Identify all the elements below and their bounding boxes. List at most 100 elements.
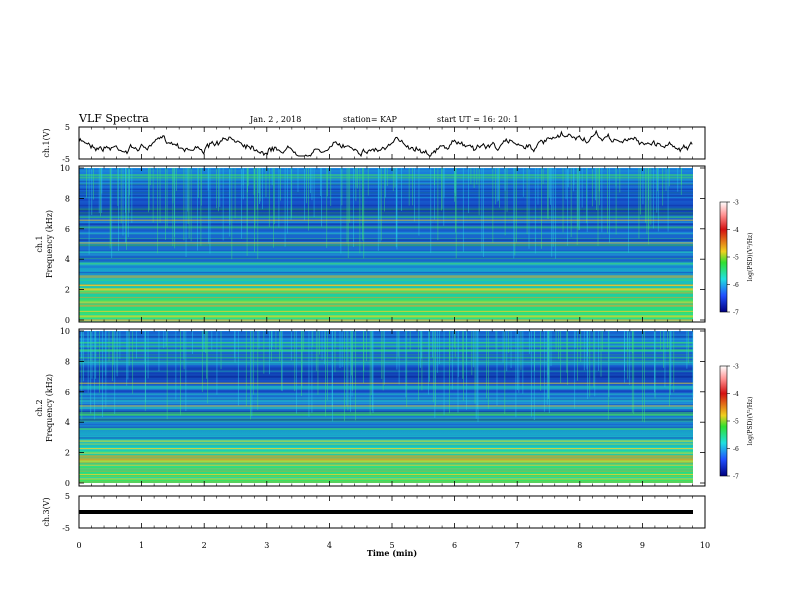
spectrogram-band	[79, 217, 693, 220]
spectrogram-band	[79, 440, 693, 442]
spectrogram-band	[79, 207, 693, 210]
spectrogram-streak	[320, 168, 321, 196]
spectrogram-streak	[430, 168, 432, 254]
spectrogram-streak	[601, 331, 603, 352]
spectrogram-band	[79, 182, 693, 184]
spectrogram-band	[79, 457, 693, 460]
spectrogram-band	[79, 214, 693, 217]
spectrogram-streak	[202, 331, 204, 349]
y-tick-label: 4	[65, 255, 70, 264]
spectrogram-streak	[252, 331, 254, 395]
spectrogram-streak	[116, 331, 118, 377]
spectrogram-streak	[631, 331, 633, 413]
y-tick-label: 0	[65, 479, 70, 488]
spectrogram-streak	[369, 331, 371, 416]
spectrogram-streak	[257, 168, 259, 259]
spectrogram-streak	[326, 168, 328, 248]
spectrogram-streak	[477, 331, 479, 410]
x-axis: 0 1 2 3 4 5 6 7 8 9 10	[76, 127, 710, 550]
spectrogram-streak	[547, 331, 549, 400]
spectrogram-band	[79, 252, 693, 254]
spectrogram-streak	[629, 331, 631, 385]
spectrogram-streak	[165, 168, 166, 240]
spectrogram-band	[79, 279, 693, 281]
spectrogram-band	[79, 223, 693, 225]
spectrogram-streak	[200, 168, 202, 246]
spectrogram-streak	[262, 168, 263, 210]
spectrogram-streak	[179, 331, 181, 416]
spectrogram-band	[79, 385, 693, 388]
spectrogram-band	[79, 349, 693, 352]
spectrogram-streak	[352, 331, 354, 391]
spectrogram-streak	[308, 331, 310, 417]
spectrogram-streak	[406, 331, 408, 408]
spectrogram-band	[79, 208, 693, 211]
spectrogram-streak	[562, 168, 564, 233]
spectrogram-band	[79, 290, 693, 293]
y-tick-label: 2	[65, 286, 70, 295]
spectrogram-band	[79, 418, 693, 421]
spectrogram-band	[79, 356, 693, 359]
spectrogram-band	[79, 481, 693, 483]
spectrogram-streak	[250, 331, 251, 420]
spectrogram-streak	[128, 331, 130, 366]
spectrogram-band	[79, 466, 693, 468]
spectrogram-streak	[122, 168, 124, 236]
spectrogram-band	[79, 199, 693, 201]
x-tick-label: 9	[640, 541, 645, 550]
spectrogram-streak	[534, 168, 536, 254]
spectrogram-streak	[98, 331, 100, 393]
spectrogram-streak	[87, 331, 89, 393]
spectrogram-streak	[449, 331, 450, 414]
spectrogram-streak	[548, 331, 550, 400]
spectrogram-band	[79, 183, 693, 186]
spectrogram-streak	[117, 168, 119, 206]
spectrogram-streak	[473, 168, 475, 189]
spectrogram-streak	[514, 168, 516, 256]
spectrogram-streak	[87, 331, 89, 348]
spectrogram-streak	[126, 168, 127, 250]
spectrogram-streak	[574, 331, 576, 409]
spectrogram-band	[79, 446, 693, 449]
spectrogram-streak	[499, 168, 500, 208]
spectrogram-band	[79, 288, 693, 291]
spectrogram-streak	[120, 168, 122, 224]
spectrogram-streak	[81, 331, 83, 359]
spectrogram-streak	[311, 331, 313, 413]
spectrogram-streak	[256, 168, 258, 210]
spectrogram-band	[79, 342, 693, 344]
spectrogram-streak	[581, 168, 583, 208]
spectrogram-band	[79, 203, 693, 207]
spectrogram-band	[79, 319, 693, 322]
spectrogram-line	[79, 289, 693, 291]
spectrogram-streak	[577, 168, 579, 231]
spectrogram-streak	[349, 168, 351, 223]
colorbar-tick-label: -5	[733, 419, 739, 426]
spectrogram-streak	[567, 168, 569, 188]
ch1-trace	[78, 129, 693, 158]
spectrogram-line	[79, 452, 693, 454]
spectrogram-streak	[132, 331, 134, 394]
spectrogram-streak	[220, 331, 222, 370]
spectrogram-streak	[379, 168, 381, 243]
spectrogram-streak	[135, 331, 137, 359]
spectrogram-streak	[644, 331, 645, 423]
spectrogram-band	[79, 300, 693, 303]
spectrogram-band	[79, 195, 693, 197]
spectrogram-streak	[576, 168, 578, 246]
spectrogram-streak	[601, 168, 603, 233]
spectrogram-streak	[98, 168, 100, 214]
spectrogram-streak	[174, 168, 176, 249]
spectrogram-streak	[331, 331, 333, 407]
spectrogram-streak	[346, 168, 348, 244]
spectrogram-streak	[185, 331, 187, 412]
spectrogram-streak	[485, 331, 487, 399]
spectrogram-streak	[624, 331, 625, 371]
spectrogram-band	[79, 401, 693, 403]
spectrogram-line	[79, 285, 693, 287]
spectrogram-streak	[294, 331, 296, 392]
spectrogram-band	[79, 351, 693, 354]
spectrogram-streak	[537, 168, 539, 205]
x-tick-label: 5	[389, 541, 394, 550]
spectrogram-streak	[550, 168, 551, 205]
